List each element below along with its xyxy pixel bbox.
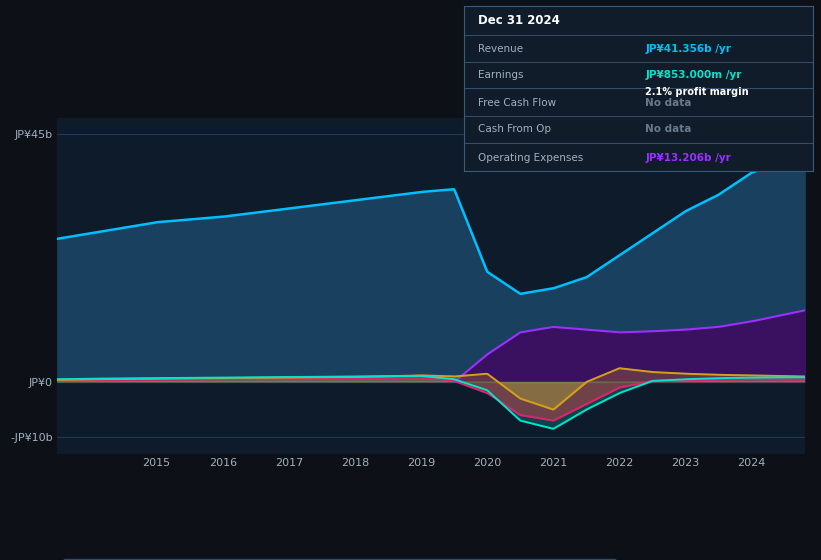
Text: Free Cash Flow: Free Cash Flow: [478, 98, 556, 108]
Legend: Revenue, Earnings, Free Cash Flow, Cash From Op, Operating Expenses: Revenue, Earnings, Free Cash Flow, Cash …: [63, 559, 617, 560]
Text: No data: No data: [645, 124, 691, 134]
Text: JP¥13.206b /yr: JP¥13.206b /yr: [645, 152, 731, 162]
Text: Operating Expenses: Operating Expenses: [478, 152, 583, 162]
Text: Dec 31 2024: Dec 31 2024: [478, 14, 560, 27]
Text: JP¥853.000m /yr: JP¥853.000m /yr: [645, 70, 741, 80]
Text: Revenue: Revenue: [478, 44, 523, 54]
Text: No data: No data: [645, 98, 691, 108]
Text: Cash From Op: Cash From Op: [478, 124, 551, 134]
Text: JP¥41.356b /yr: JP¥41.356b /yr: [645, 44, 732, 54]
Text: 2.1% profit margin: 2.1% profit margin: [645, 86, 749, 96]
Text: Earnings: Earnings: [478, 70, 523, 80]
